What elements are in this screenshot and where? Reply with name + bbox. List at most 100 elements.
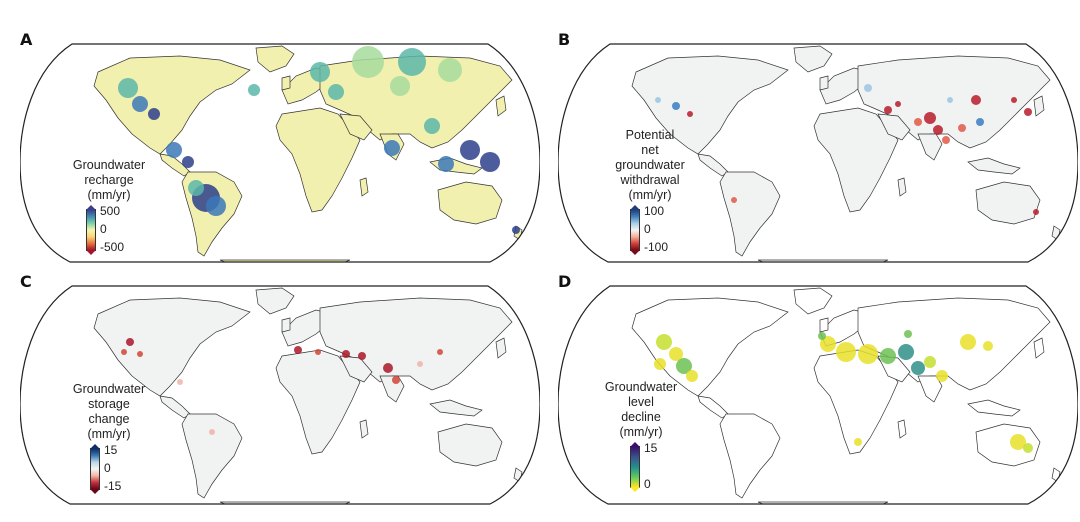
legend-title-line: Groundwater <box>72 158 146 172</box>
map-content <box>631 287 1061 504</box>
data-hotspot <box>384 140 400 156</box>
data-hotspot <box>687 111 693 117</box>
data-hotspot <box>512 226 520 234</box>
legend-title-line: change <box>88 412 130 426</box>
landmass <box>513 467 523 483</box>
colorbar-tick: 0 <box>644 477 651 491</box>
legend-title-line: (mm/yr) <box>619 425 663 439</box>
landmass <box>281 75 291 91</box>
data-hotspot <box>328 84 344 100</box>
colorbar: 100 0 -100 <box>600 204 700 255</box>
data-hotspot <box>166 142 182 158</box>
landmass <box>359 177 369 197</box>
legend-title-line: Groundwater <box>604 380 678 394</box>
landmass <box>255 45 295 73</box>
data-hotspot <box>942 136 950 144</box>
landmass <box>93 55 251 155</box>
landmass <box>897 419 907 439</box>
landmass <box>339 355 373 383</box>
world-map-withdrawal <box>558 43 1078 263</box>
map-frame <box>20 285 540 505</box>
data-hotspot <box>880 348 896 364</box>
landmass <box>255 287 295 315</box>
legend-level-decline: Groundwater level decline (mm/yr) 15 0 <box>594 380 688 492</box>
landmass <box>379 375 405 403</box>
landmass <box>697 395 729 419</box>
landmass <box>897 177 907 197</box>
data-hotspot <box>177 379 183 385</box>
legend-title-line: (mm/yr) <box>87 427 131 441</box>
colorbar-gradient <box>90 444 100 494</box>
data-hotspot <box>895 101 901 107</box>
data-hotspot <box>118 78 138 98</box>
data-hotspot <box>914 118 922 126</box>
panel-a: A Groundwater recharge (mm/yr) 500 0 -50… <box>20 30 540 275</box>
data-hotspot <box>206 196 226 216</box>
landmass <box>181 413 243 499</box>
data-hotspot <box>132 96 148 112</box>
data-hotspot <box>1033 209 1039 215</box>
data-hotspot <box>904 330 912 338</box>
legend-title-line: groundwater <box>615 158 685 172</box>
legend-title-line: decline <box>621 410 661 424</box>
data-hotspot <box>182 156 194 168</box>
landmass <box>819 75 829 91</box>
legend-title-line: recharge <box>84 173 134 187</box>
data-hotspot <box>342 350 350 358</box>
map-frame <box>558 285 1078 505</box>
data-hotspot <box>248 84 260 96</box>
data-hotspot <box>121 349 127 355</box>
landmass <box>697 153 729 177</box>
legend-storage-change: Groundwater storage change (mm/yr) 15 0 … <box>62 382 156 494</box>
data-hotspot <box>390 76 410 96</box>
landmass <box>719 171 781 257</box>
data-hotspot <box>936 370 948 382</box>
legend-title-line: Potential <box>625 128 675 142</box>
landmass <box>359 419 369 439</box>
data-hotspot <box>864 84 872 92</box>
colorbar-tick: 100 <box>644 204 665 218</box>
legend-title: Groundwater storage change (mm/yr) <box>62 382 156 442</box>
colorbar-tick: 0 <box>644 222 651 236</box>
colorbar: 500 0 -500 <box>62 205 156 255</box>
legend-title: Groundwater recharge (mm/yr) <box>62 158 156 203</box>
landmass <box>495 95 507 117</box>
data-hotspot <box>820 336 836 352</box>
data-hotspot <box>656 334 672 350</box>
landmass <box>437 181 503 225</box>
landmass <box>219 501 351 504</box>
data-hotspot <box>358 352 366 360</box>
data-hotspot <box>884 106 892 114</box>
landmass <box>819 317 829 333</box>
world-map-storage-change <box>20 285 540 505</box>
landmass <box>159 395 191 419</box>
legend-title: Potential net groundwater withdrawal (mm… <box>600 128 700 203</box>
data-hotspot <box>960 334 976 350</box>
data-hotspot <box>417 361 423 367</box>
legend-withdrawal: Potential net groundwater withdrawal (mm… <box>600 128 700 255</box>
legend-title-line: net <box>641 143 659 157</box>
panel-b: B Potential net groundwater withdrawal (… <box>558 30 1078 275</box>
data-hotspot <box>836 342 856 362</box>
data-hotspot <box>188 180 204 196</box>
data-hotspot <box>958 124 966 132</box>
panel-c: C Groundwater storage change (mm/yr) 15 … <box>20 272 540 517</box>
colorbar-gradient <box>630 442 640 492</box>
data-hotspot <box>148 108 160 120</box>
landmass <box>917 375 943 403</box>
data-hotspot <box>460 140 480 160</box>
data-hotspot <box>983 341 993 351</box>
legend-recharge: Groundwater recharge (mm/yr) 500 0 -500 <box>62 158 156 255</box>
landmass <box>917 133 943 161</box>
data-hotspot <box>383 363 393 373</box>
data-hotspot <box>209 429 215 435</box>
landmass <box>757 501 889 504</box>
landmass <box>429 399 483 417</box>
data-hotspot <box>933 125 943 135</box>
data-hotspot <box>654 358 666 370</box>
map-content <box>631 45 1061 262</box>
legend-title-line: storage <box>88 397 130 411</box>
data-hotspot <box>947 97 953 103</box>
legend-title: Groundwater level decline (mm/yr) <box>594 380 688 440</box>
landmass <box>631 55 789 155</box>
